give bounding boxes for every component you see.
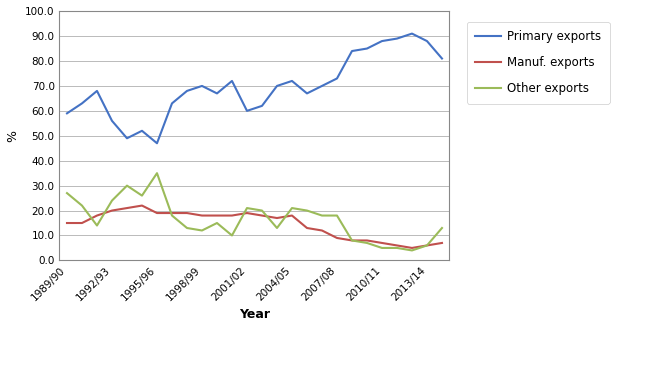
Primary exports	[393, 36, 401, 41]
Primary exports	[93, 89, 101, 93]
Other exports	[378, 246, 386, 250]
Primary exports	[213, 91, 221, 96]
Other exports	[138, 193, 146, 198]
Manuf. exports	[378, 241, 386, 245]
Manuf. exports	[63, 221, 71, 225]
Primary exports	[63, 111, 71, 116]
Manuf. exports	[393, 243, 401, 248]
Primary exports	[303, 91, 311, 96]
Primary exports	[198, 84, 206, 88]
Line: Manuf. exports: Manuf. exports	[67, 206, 442, 248]
Manuf. exports	[243, 211, 251, 215]
Manuf. exports	[438, 241, 446, 245]
Manuf. exports	[123, 206, 131, 210]
Manuf. exports	[228, 213, 236, 218]
Other exports	[228, 233, 236, 238]
Other exports	[438, 226, 446, 230]
Manuf. exports	[153, 211, 161, 215]
Manuf. exports	[213, 213, 221, 218]
Manuf. exports	[258, 213, 266, 218]
Primary exports	[363, 46, 371, 51]
Primary exports	[138, 129, 146, 133]
Legend: Primary exports, Manuf. exports, Other exports: Primary exports, Manuf. exports, Other e…	[467, 22, 609, 103]
Primary exports	[258, 104, 266, 108]
Manuf. exports	[93, 213, 101, 218]
Manuf. exports	[273, 216, 281, 220]
Primary exports	[123, 136, 131, 141]
Primary exports	[243, 109, 251, 113]
Other exports	[123, 183, 131, 188]
Other exports	[168, 213, 176, 218]
Other exports	[198, 228, 206, 233]
Other exports	[288, 206, 296, 210]
Manuf. exports	[108, 208, 116, 213]
Line: Other exports: Other exports	[67, 173, 442, 250]
Other exports	[348, 238, 356, 243]
Manuf. exports	[303, 226, 311, 230]
Other exports	[243, 206, 251, 210]
Other exports	[183, 226, 191, 230]
Primary exports	[273, 84, 281, 88]
X-axis label: Year: Year	[239, 308, 270, 321]
Primary exports	[423, 39, 431, 43]
Primary exports	[318, 84, 326, 88]
Other exports	[408, 248, 416, 253]
Other exports	[258, 208, 266, 213]
Primary exports	[78, 101, 86, 106]
Primary exports	[228, 79, 236, 83]
Manuf. exports	[333, 236, 341, 240]
Manuf. exports	[198, 213, 206, 218]
Manuf. exports	[423, 243, 431, 248]
Primary exports	[333, 76, 341, 81]
Primary exports	[378, 39, 386, 43]
Other exports	[318, 213, 326, 218]
Primary exports	[288, 79, 296, 83]
Other exports	[213, 221, 221, 225]
Other exports	[63, 191, 71, 195]
Other exports	[393, 246, 401, 250]
Other exports	[423, 243, 431, 248]
Manuf. exports	[288, 213, 296, 218]
Other exports	[273, 226, 281, 230]
Manuf. exports	[138, 203, 146, 208]
Manuf. exports	[363, 238, 371, 243]
Primary exports	[438, 56, 446, 61]
Primary exports	[348, 49, 356, 53]
Other exports	[93, 223, 101, 228]
Manuf. exports	[78, 221, 86, 225]
Primary exports	[108, 119, 116, 123]
Manuf. exports	[318, 228, 326, 233]
Manuf. exports	[168, 211, 176, 215]
Other exports	[303, 208, 311, 213]
Primary exports	[183, 89, 191, 93]
Other exports	[78, 203, 86, 208]
Line: Primary exports: Primary exports	[67, 33, 442, 143]
Other exports	[153, 171, 161, 175]
Other exports	[108, 198, 116, 203]
Y-axis label: %: %	[7, 130, 20, 142]
Primary exports	[408, 31, 416, 36]
Primary exports	[168, 101, 176, 106]
Manuf. exports	[408, 246, 416, 250]
Other exports	[333, 213, 341, 218]
Manuf. exports	[183, 211, 191, 215]
Manuf. exports	[348, 238, 356, 243]
Other exports	[363, 241, 371, 245]
Primary exports	[153, 141, 161, 145]
